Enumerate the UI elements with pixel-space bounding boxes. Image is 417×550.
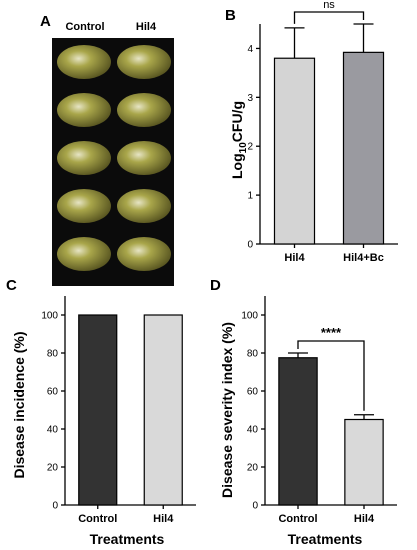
panel-c-category-label-2: Hil4 (153, 513, 174, 525)
panel-b-label: B (225, 7, 236, 24)
panel-d-y-axis-title: Disease severity index (%) (219, 322, 235, 498)
panel-b-ylabel-sub: 10 (238, 142, 249, 154)
grape-control-3 (57, 141, 111, 175)
panel-d-significance-label: **** (321, 325, 342, 340)
grape-photo-grid (57, 45, 171, 271)
grape-control-2 (57, 93, 111, 127)
grape-control-5 (57, 237, 111, 271)
panel-b-ytick-label: 3 (247, 93, 253, 104)
panel-b-y-axis-title: Log10CFU/g (229, 101, 249, 179)
grape-hil4-3 (117, 141, 171, 175)
panel-c-y-axis-title: Disease incidence (%) (11, 331, 27, 478)
panel-c-chart: 0 20 40 60 80 100 Control Hil4 (41, 296, 196, 525)
panel-d-ytick-label: 80 (247, 349, 259, 360)
panel-c-ytick-label: 40 (47, 425, 59, 436)
panel-b-ylabel-pre: Log (229, 153, 245, 179)
panel-d-chart: 0 20 40 60 80 100 Control Hil4 **** (241, 296, 397, 525)
grape-control-1 (57, 45, 111, 79)
panel-b-category-label-2: Hil4+Bc (343, 252, 384, 264)
panel-b-ylabel-post: CFU/g (229, 101, 245, 142)
panel-c-ytick-label: 100 (41, 311, 58, 322)
panel-d-category-label-2: Hil4 (354, 513, 375, 525)
panel-b-significance-bracket (293, 11, 365, 24)
panel-b-category-label-1: Hil4 (284, 252, 305, 264)
panel-c-ytick-label: 0 (52, 501, 58, 512)
grape-hil4-2 (117, 93, 171, 127)
panel-c-ytick-label: 80 (47, 349, 59, 360)
grape-hil4-5 (117, 237, 171, 271)
panel-d-x-axis-title: Treatments (288, 531, 363, 547)
panel-c-bar-1 (78, 314, 118, 506)
panel-d-label: D (210, 277, 221, 294)
panel-d-ytick-label: 0 (252, 501, 258, 512)
panel-c-bar-2 (143, 314, 183, 506)
panel-b-significance-label: ns (323, 0, 335, 11)
photo-column-label-hil4: Hil4 (136, 21, 157, 33)
panel-c-category-label-1: Control (78, 513, 117, 525)
panel-d-ytick-label: 100 (241, 311, 258, 322)
panel-d-bar-2 (344, 418, 384, 506)
grape-hil4-4 (117, 189, 171, 223)
panel-b-chart: 0 1 2 3 4 Hil4 Hil4+Bc ns (247, 0, 398, 264)
photo-column-label-control: Control (65, 21, 104, 33)
panel-d-significance-bracket (297, 340, 365, 411)
panel-b-bar-1 (273, 57, 316, 245)
grape-control-4 (57, 189, 111, 223)
panel-d: D Disease severity index (%) Treatments … (210, 277, 397, 547)
panel-d-ytick-label: 60 (247, 387, 259, 398)
panel-a: A Control Hil4 (40, 13, 174, 286)
panel-c-ytick-label: 60 (47, 387, 59, 398)
panel-b-ytick-label: 0 (247, 240, 253, 251)
panel-a-label: A (40, 13, 51, 30)
panel-c: C Disease incidence (%) Treatments 0 20 40… (6, 277, 196, 547)
panel-b: B Log10CFU/g 0 1 2 3 4 Hil4 Hil4+Bc ns (225, 0, 398, 264)
panel-c-ytick-label: 20 (47, 463, 59, 474)
panel-b-ytick-label: 1 (247, 191, 253, 202)
panel-b-ytick-label: 2 (247, 142, 253, 153)
grape-hil4-1 (117, 45, 171, 79)
panel-d-ytick-label: 40 (247, 425, 259, 436)
panel-d-bar-1 (278, 357, 318, 506)
panel-d-ytick-label: 20 (247, 463, 259, 474)
panel-d-category-label-1: Control (278, 513, 317, 525)
panel-c-x-axis-title: Treatments (90, 531, 165, 547)
panel-b-ytick-label: 4 (247, 44, 253, 55)
panel-c-label: C (6, 277, 17, 294)
panel-b-bar-2 (342, 51, 385, 245)
